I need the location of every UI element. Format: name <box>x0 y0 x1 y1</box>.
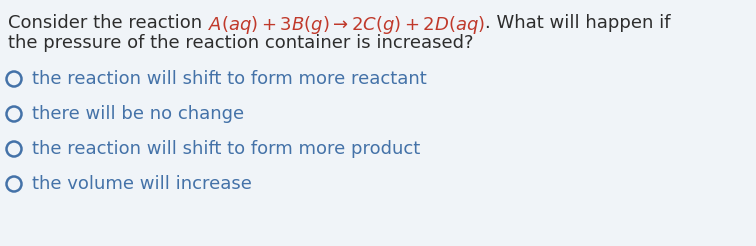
Text: there will be no change: there will be no change <box>32 105 244 123</box>
Text: the pressure of the reaction container is increased?: the pressure of the reaction container i… <box>8 34 473 52</box>
Text: the reaction will shift to form more product: the reaction will shift to form more pro… <box>32 140 420 158</box>
Text: the volume will increase: the volume will increase <box>32 175 252 193</box>
Text: the reaction will shift to form more reactant: the reaction will shift to form more rea… <box>32 70 426 88</box>
Text: . What will happen if: . What will happen if <box>485 14 671 32</box>
Text: Consider the reaction: Consider the reaction <box>8 14 208 32</box>
Text: $\mathit{A}(aq)+3\mathit{B}(g)\rightarrow 2\mathit{C}(g)+2\mathit{D}(aq)$: $\mathit{A}(aq)+3\mathit{B}(g)\rightarro… <box>208 14 485 36</box>
